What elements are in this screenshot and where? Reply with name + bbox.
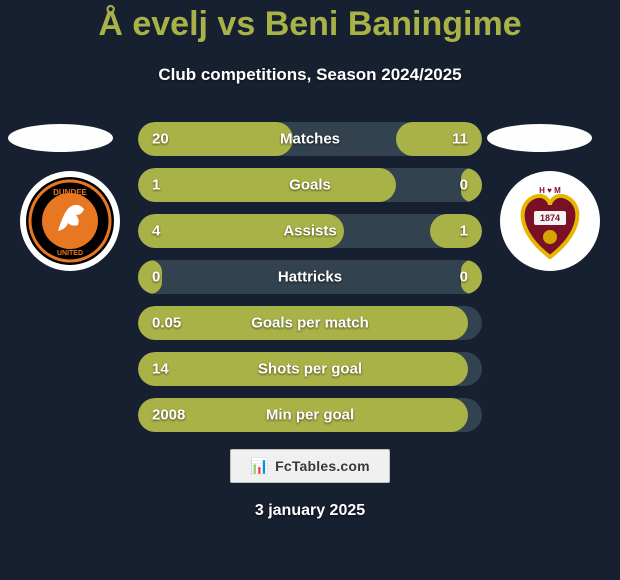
fctables-logo: 📊 FcTables.com (230, 449, 390, 483)
country-flag-right (487, 124, 592, 152)
stat-fill-right (430, 214, 482, 248)
stat-value-left: 2008 (152, 407, 185, 424)
svg-text:H ♥ M: H ♥ M (539, 186, 561, 195)
stat-row: 14 Shots per goal (138, 352, 482, 386)
stat-label: Goals per match (251, 315, 369, 332)
stat-value-left: 20 (152, 131, 169, 148)
stat-fill-right (396, 122, 482, 156)
stat-label: Min per goal (266, 407, 354, 424)
stat-fill-left (138, 168, 396, 202)
stat-label: Assists (283, 223, 336, 240)
svg-text:1874: 1874 (540, 213, 560, 223)
date-label: 3 january 2025 (255, 502, 365, 520)
stat-value-left: 4 (152, 223, 160, 240)
stat-row: 4 1 Assists (138, 214, 482, 248)
subtitle: Club competitions, Season 2024/2025 (0, 65, 620, 85)
comparison-bars: 20 11 Matches 1 0 Goals 4 1 Assists 0 0 Hattricks 0.… (138, 122, 482, 444)
club-crest-right: 1874 H ♥ M (500, 171, 600, 271)
club-crest-left-svg: DUNDEE UNITED (20, 171, 120, 271)
club-crest-left: DUNDEE UNITED (20, 171, 120, 271)
stat-row: 0.05 Goals per match (138, 306, 482, 340)
stat-label: Goals (289, 177, 331, 194)
stat-value-left: 14 (152, 361, 169, 378)
stat-label: Shots per goal (258, 361, 362, 378)
stat-label: Matches (280, 131, 340, 148)
chart-icon: 📊 (250, 459, 269, 474)
stat-row: 20 11 Matches (138, 122, 482, 156)
country-flag-left (8, 124, 113, 152)
svg-text:UNITED: UNITED (57, 250, 83, 257)
svg-text:DUNDEE: DUNDEE (53, 188, 87, 197)
stat-value-left: 0.05 (152, 315, 181, 332)
stat-value-right: 1 (460, 223, 468, 240)
club-crest-right-svg: 1874 H ♥ M (500, 171, 600, 271)
page-title: Å evelj vs Beni Baningime (0, 0, 620, 43)
fctables-logo-text: FcTables.com (275, 458, 370, 474)
stat-row: 1 0 Goals (138, 168, 482, 202)
stat-value-right: 0 (460, 269, 468, 286)
stat-value-right: 11 (452, 131, 468, 148)
stat-row: 0 0 Hattricks (138, 260, 482, 294)
stat-row: 2008 Min per goal (138, 398, 482, 432)
stat-value-left: 0 (152, 269, 160, 286)
stat-value-left: 1 (152, 177, 160, 194)
stat-label: Hattricks (278, 269, 342, 286)
stat-value-right: 0 (460, 177, 468, 194)
